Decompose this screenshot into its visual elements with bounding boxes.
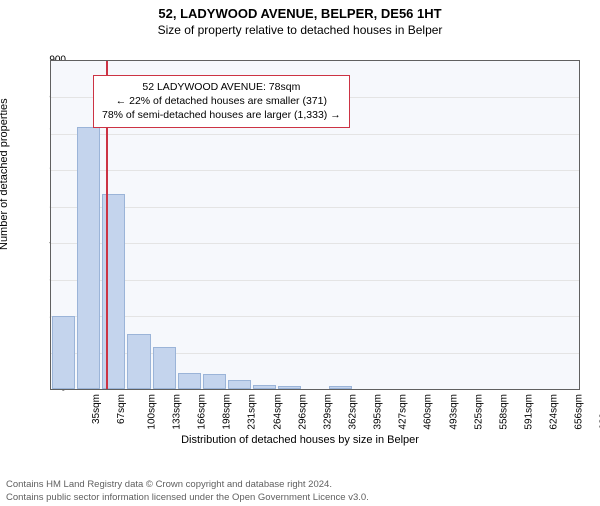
histogram-bar: [77, 127, 100, 389]
x-tick-label: 591sqm: [524, 394, 535, 430]
histogram-bar: [253, 385, 276, 389]
x-tick-label: 231sqm: [247, 394, 258, 430]
annotation-line: 78% of semi-detached houses are larger (…: [102, 108, 341, 122]
histogram-bar: [127, 334, 150, 389]
gridline: [51, 134, 579, 135]
x-tick-label: 427sqm: [398, 394, 409, 430]
annotation-line: 52 LADYWOOD AVENUE: 78sqm: [102, 80, 341, 94]
gridline: [51, 207, 579, 208]
x-tick-label: 67sqm: [116, 394, 127, 424]
x-tick-label: 133sqm: [172, 394, 183, 430]
histogram-bar: [153, 347, 176, 389]
gridline: [51, 280, 579, 281]
x-tick-label: 35sqm: [91, 394, 102, 424]
x-tick-label: 100sqm: [146, 394, 157, 430]
gridline: [51, 243, 579, 244]
x-tick-label: 460sqm: [423, 394, 434, 430]
annotation-line: ← 22% of detached houses are smaller (37…: [102, 94, 341, 108]
gridline: [51, 170, 579, 171]
x-tick-label: 624sqm: [549, 394, 560, 430]
footer-line-1: Contains HM Land Registry data © Crown c…: [6, 479, 594, 491]
histogram-bar: [203, 374, 226, 389]
x-tick-label: 656sqm: [574, 394, 585, 430]
footer-line-2: Contains public sector information licen…: [6, 492, 594, 504]
page-title: 52, LADYWOOD AVENUE, BELPER, DE56 1HT: [0, 6, 600, 21]
chart-container: Number of detached properties 0100200300…: [0, 50, 600, 450]
x-tick-label: 362sqm: [348, 394, 359, 430]
histogram-bar: [228, 380, 251, 389]
x-tick-label: 329sqm: [322, 394, 333, 430]
plot-area: 52 LADYWOOD AVENUE: 78sqm← 22% of detach…: [50, 60, 580, 390]
annotation-box: 52 LADYWOOD AVENUE: 78sqm← 22% of detach…: [93, 75, 350, 128]
x-tick-label: 493sqm: [448, 394, 459, 430]
x-tick-label: 558sqm: [498, 394, 509, 430]
footer-attribution: Contains HM Land Registry data © Crown c…: [6, 479, 594, 504]
x-axis-label: Distribution of detached houses by size …: [0, 434, 600, 446]
histogram-bar: [178, 373, 201, 389]
x-tick-label: 198sqm: [222, 394, 233, 430]
x-tick-label: 525sqm: [473, 394, 484, 430]
x-tick-label: 395sqm: [373, 394, 384, 430]
histogram-bar: [52, 316, 75, 389]
x-tick-label: 166sqm: [197, 394, 208, 430]
histogram-bar: [329, 386, 352, 389]
page-subtitle: Size of property relative to detached ho…: [0, 23, 600, 37]
histogram-bar: [278, 386, 301, 389]
x-tick-label: 296sqm: [297, 394, 308, 430]
y-axis-label: Number of detached properties: [0, 98, 10, 250]
x-tick-label: 264sqm: [272, 394, 283, 430]
gridline: [51, 316, 579, 317]
